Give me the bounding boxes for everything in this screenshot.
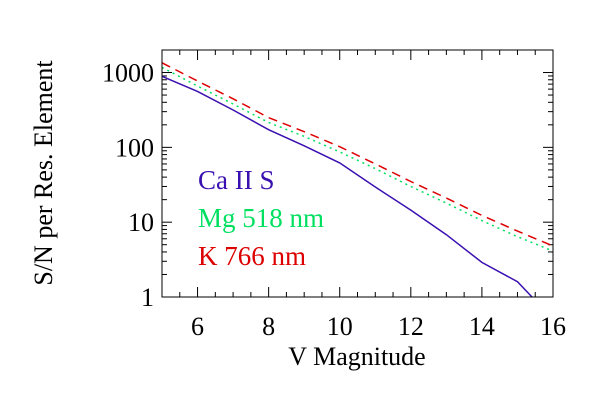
- x-tick-label: 14: [469, 312, 495, 341]
- y-tick-label: 1: [141, 283, 154, 312]
- y-axis-label: S/N per Res. Element: [29, 60, 58, 286]
- y-tick-label: 100: [115, 133, 154, 162]
- y-tick-label: 1000: [102, 59, 154, 88]
- x-tick-label: 16: [540, 312, 566, 341]
- x-tick-label: 8: [262, 312, 275, 341]
- x-tick-label: 12: [398, 312, 424, 341]
- legend-entry: Ca II S: [198, 165, 275, 195]
- plot-frame: [161, 49, 554, 298]
- series-lines: [161, 62, 554, 298]
- series-line: [161, 62, 554, 247]
- series-line: [161, 75, 533, 298]
- y-tick-label: 10: [128, 208, 154, 237]
- tick-labels: 6 8 10 12 14 16 1 10 100 1000: [102, 59, 566, 341]
- x-tick-label: 10: [327, 312, 353, 341]
- legend-entry: K 766 nm: [198, 241, 306, 271]
- legend-entry: Mg 518 nm: [198, 203, 324, 233]
- legend: Ca II S Mg 518 nm K 766 nm: [198, 165, 324, 271]
- series-line: [161, 66, 554, 252]
- x-tick-label: 6: [191, 312, 204, 341]
- x-axis-label: V Magnitude: [288, 342, 425, 371]
